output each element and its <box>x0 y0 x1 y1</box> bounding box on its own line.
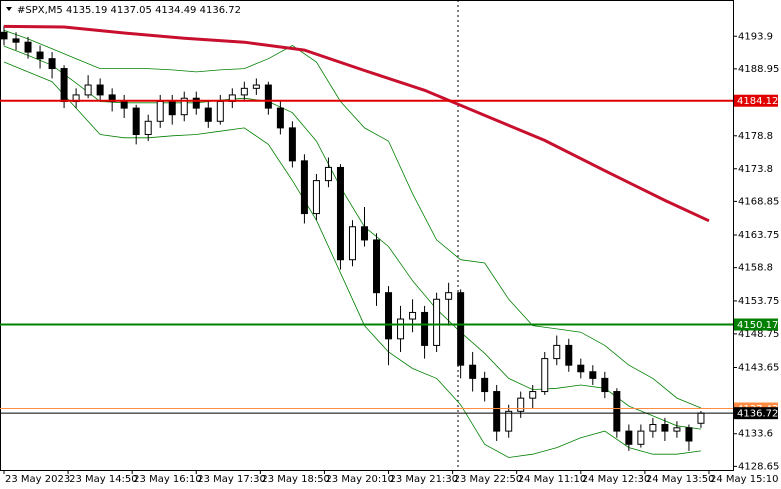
x-tick-label: 24 May 12:30 <box>582 474 651 485</box>
price-label: 4136.72 <box>737 409 778 420</box>
x-tick-label: 23 May 2023 <box>5 474 70 485</box>
candle-body <box>12 38 20 43</box>
header: #SPX,M5 4135.19 4137.05 4134.49 4136.72 <box>17 5 241 16</box>
candle-body <box>288 127 296 162</box>
candle-body <box>421 311 429 346</box>
candle-body <box>348 226 356 261</box>
x-tick-label: 24 May 15:10 <box>710 474 779 485</box>
candle-body <box>529 391 537 399</box>
y-tick-label: 4158.8 <box>738 263 773 274</box>
x-tick-label: 23 May 20:10 <box>325 474 394 485</box>
candle-body <box>336 166 344 261</box>
y-tick-label: 4148.75 <box>738 329 779 340</box>
candle-body <box>517 397 525 412</box>
candle-body <box>24 41 32 53</box>
candle-body <box>36 51 44 60</box>
candle-body <box>553 344 561 360</box>
candle-body <box>156 101 164 122</box>
candle-body <box>637 430 645 445</box>
low: 4134.49 <box>155 5 196 16</box>
symbol: #SPX,M5 <box>17 5 63 16</box>
candle-body <box>505 410 513 432</box>
y-tick-label: 4193.9 <box>738 31 773 42</box>
candle-body <box>649 424 657 432</box>
candle-body <box>0 31 8 40</box>
candle-body <box>300 160 308 215</box>
candle-body <box>433 298 441 346</box>
x-tick-label: 24 May 13:50 <box>646 474 715 485</box>
band-upper <box>3 29 702 409</box>
candle-body <box>565 344 573 366</box>
candle-body <box>481 377 489 393</box>
candle-body <box>409 311 417 320</box>
candle-body <box>397 318 405 340</box>
candle-body <box>144 120 152 135</box>
candle-body <box>625 430 633 445</box>
candle-body <box>541 358 549 393</box>
x-tick-label: 23 May 16:10 <box>133 474 202 485</box>
candle-body <box>457 292 465 366</box>
candle-body <box>180 97 188 116</box>
y-tick-label: 4168.85 <box>738 196 779 207</box>
candle-body <box>324 166 332 182</box>
candle-body <box>469 364 477 379</box>
high: 4137.05 <box>111 5 152 16</box>
candle-body <box>252 84 260 89</box>
candle-body <box>84 84 92 96</box>
candle-body <box>613 391 621 432</box>
candle-body <box>373 239 381 294</box>
candle-body <box>96 84 104 96</box>
close: 4136.72 <box>200 5 241 16</box>
y-tick-label: 4133.6 <box>738 429 773 440</box>
candle-body <box>168 101 176 116</box>
candle-body <box>661 424 669 432</box>
candle-body <box>360 226 368 241</box>
candle-body <box>312 180 320 215</box>
candle-body <box>445 292 453 300</box>
candle-body <box>192 97 200 109</box>
y-tick-label: 4173.8 <box>738 164 773 175</box>
y-tick-label: 4153.75 <box>738 296 779 307</box>
candle-body <box>60 68 68 103</box>
candle-body <box>216 101 224 122</box>
price-label: 4150.17 <box>737 320 778 331</box>
candle-body <box>240 87 248 96</box>
candle-body <box>132 107 140 135</box>
candle-body <box>589 371 597 379</box>
candle-body <box>204 107 212 122</box>
y-tick-label: 4188.95 <box>738 64 779 75</box>
open: 4135.19 <box>66 5 107 16</box>
band-lower <box>3 61 702 458</box>
candle-body <box>385 292 393 340</box>
candle-body <box>48 58 56 70</box>
x-tick-label: 23 May 14:50 <box>69 474 138 485</box>
price-label: 4184.12 <box>737 96 778 107</box>
y-tick-label: 4128.65 <box>738 461 779 472</box>
candle-body <box>577 364 585 373</box>
band-middle <box>3 45 702 430</box>
y-tick-label: 4143.65 <box>738 362 779 373</box>
x-tick-label: 23 May 22:50 <box>454 474 523 485</box>
candle-body <box>697 412 705 424</box>
candle-body <box>601 377 609 393</box>
x-tick-label: 23 May 18:50 <box>261 474 330 485</box>
price-label-box <box>734 318 778 331</box>
x-tick-label: 23 May 17:30 <box>197 474 266 485</box>
y-tick-label: 4163.75 <box>738 230 779 241</box>
price-label-box <box>734 94 778 107</box>
candle-body <box>493 391 501 432</box>
moving-average <box>3 24 710 223</box>
candle-body <box>276 107 284 129</box>
y-tick-label: 4178.8 <box>738 131 773 142</box>
menu-arrow <box>6 7 12 11</box>
candle-body <box>673 427 681 432</box>
candle-body <box>685 427 693 442</box>
x-tick-label: 23 May 21:30 <box>390 474 459 485</box>
candle-body <box>120 101 128 109</box>
candle-body <box>264 84 272 109</box>
price-label-box <box>734 407 778 420</box>
x-tick-label: 24 May 11:10 <box>518 474 587 485</box>
